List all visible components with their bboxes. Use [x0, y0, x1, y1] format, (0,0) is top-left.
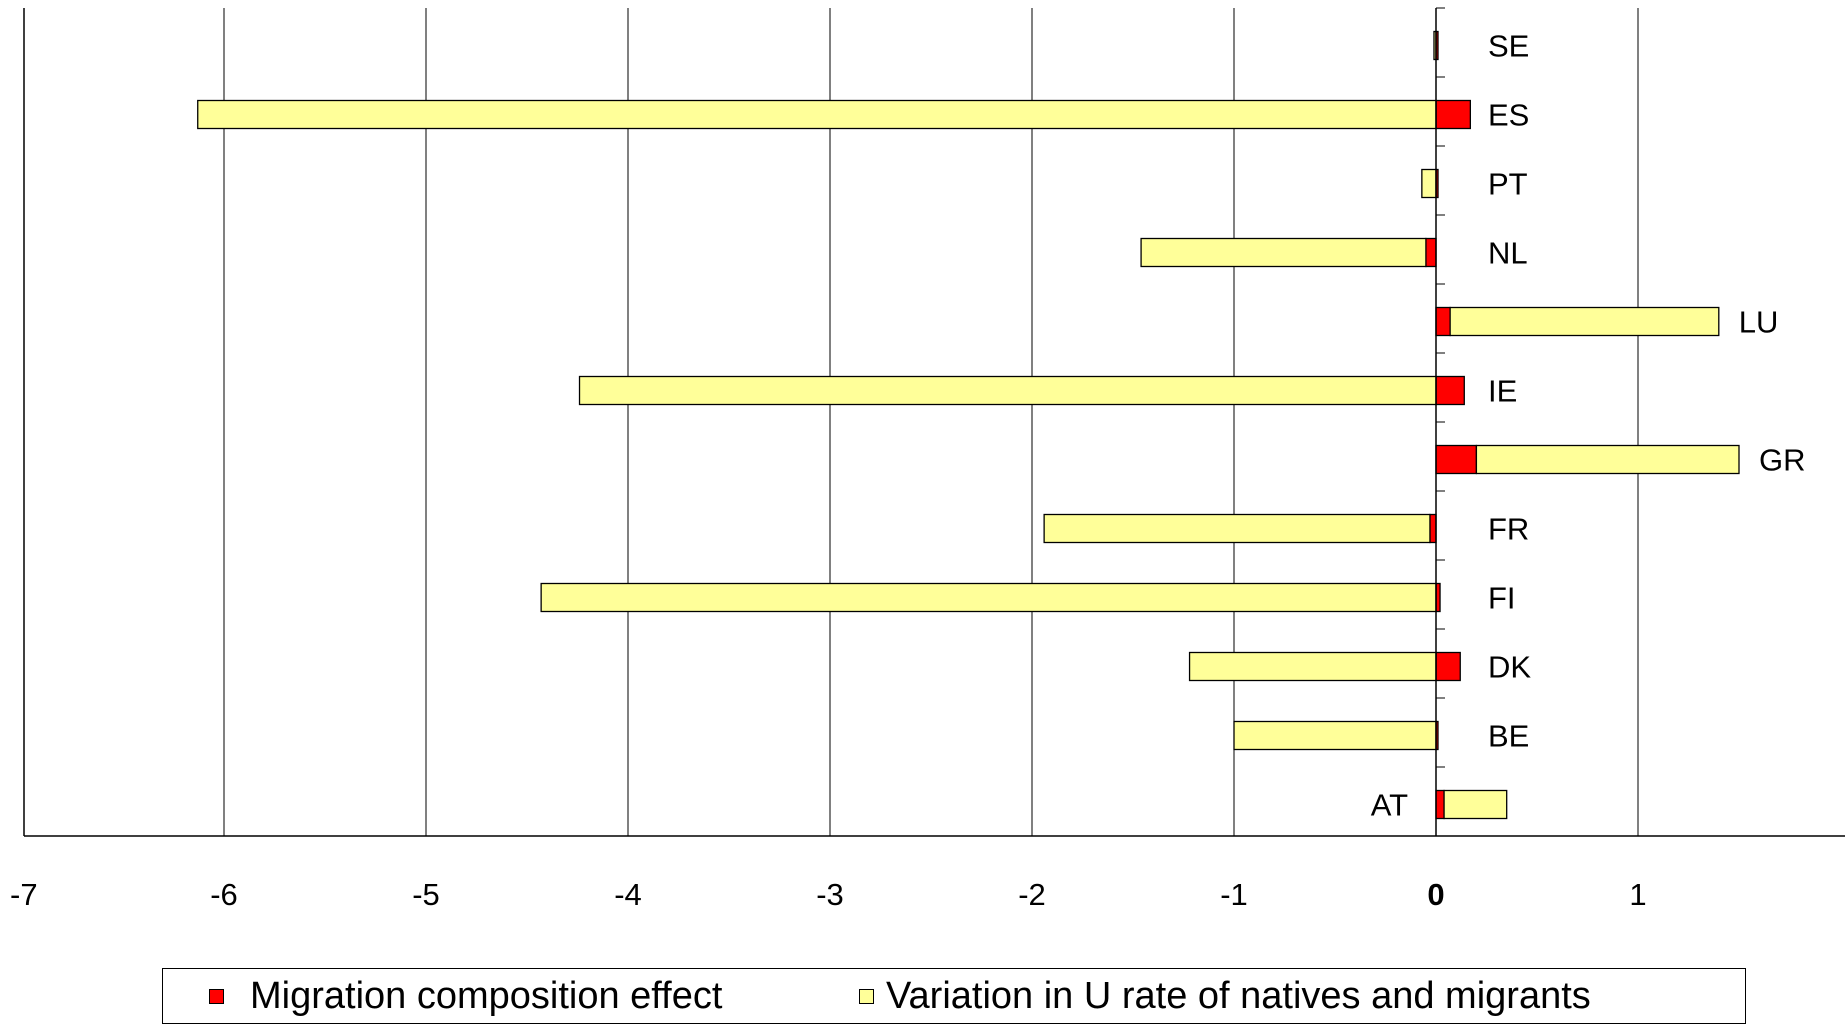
- bar-nl-variation: [1140, 237, 1427, 268]
- bar-fr-variation: [1043, 513, 1431, 544]
- x-tick-label: -5: [412, 877, 440, 912]
- bar-pt-variation: [1421, 168, 1437, 199]
- gridlines: [223, 8, 1639, 836]
- legend-item-variation: Variation in U rate of natives and migra…: [859, 975, 1591, 1018]
- axes: [23, 7, 1845, 837]
- bar-at-variation: [1443, 789, 1508, 820]
- bar-lu-migration: [1435, 306, 1451, 337]
- bar-nl-migration: [1425, 237, 1437, 268]
- category-label-fi: FI: [1488, 581, 1516, 616]
- legend-label-variation: Variation in U rate of natives and migra…: [886, 975, 1591, 1017]
- category-label-lu: LU: [1739, 305, 1779, 340]
- category-label-es: ES: [1488, 98, 1529, 133]
- x-tick-label: -3: [816, 877, 844, 912]
- category-label-nl: NL: [1488, 236, 1528, 271]
- bar-es-variation: [197, 99, 1437, 130]
- category-label-gr: GR: [1759, 443, 1806, 478]
- category-label-ie: IE: [1488, 374, 1517, 409]
- bars: [197, 30, 1740, 820]
- bar-fr-migration: [1429, 513, 1437, 544]
- bar-es-migration: [1435, 99, 1471, 130]
- legend-label-migration: Migration composition effect: [250, 975, 723, 1017]
- legend-item-migration: Migration composition effect: [209, 975, 722, 1018]
- category-label-fr: FR: [1488, 512, 1529, 547]
- legend-swatch-migration: [209, 989, 224, 1004]
- bar-gr-migration: [1435, 444, 1478, 475]
- x-tick-label: -7: [10, 877, 38, 912]
- x-tick-label: -4: [614, 877, 642, 912]
- category-label-se: SE: [1488, 29, 1529, 64]
- bar-ie-variation: [578, 375, 1437, 406]
- x-tick-label: -1: [1220, 877, 1248, 912]
- bar-fi-variation: [540, 582, 1437, 613]
- bar-chart: SE ES PT NL LU IE GR FR FI DK BE AT -7 -6 -5 -4 -3 -2 -1 0…: [10, 7, 1845, 912]
- bar-be-variation: [1233, 720, 1437, 751]
- bar-dk-variation: [1188, 651, 1437, 682]
- category-labels: SE ES PT NL LU IE GR FR FI DK BE AT: [1371, 29, 1806, 823]
- bar-at-migration: [1435, 789, 1445, 820]
- category-label-dk: DK: [1488, 650, 1531, 685]
- bar-gr-variation: [1475, 444, 1740, 475]
- legend: Migration composition effect Variation i…: [162, 968, 1746, 1024]
- legend-swatch-variation: [859, 989, 874, 1004]
- x-tick-label: -2: [1018, 877, 1046, 912]
- category-label-pt: PT: [1488, 167, 1528, 202]
- bar-dk-migration: [1435, 651, 1461, 682]
- x-tick-label: 1: [1629, 877, 1646, 912]
- bar-lu-variation: [1449, 306, 1720, 337]
- category-label-at: AT: [1371, 788, 1408, 823]
- x-tick-labels: -7 -6 -5 -4 -3 -2 -1 0 1: [10, 877, 1647, 912]
- category-label-be: BE: [1488, 719, 1529, 754]
- x-tick-label: 0: [1427, 877, 1444, 912]
- bar-ie-migration: [1435, 375, 1465, 406]
- x-tick-label: -6: [210, 877, 238, 912]
